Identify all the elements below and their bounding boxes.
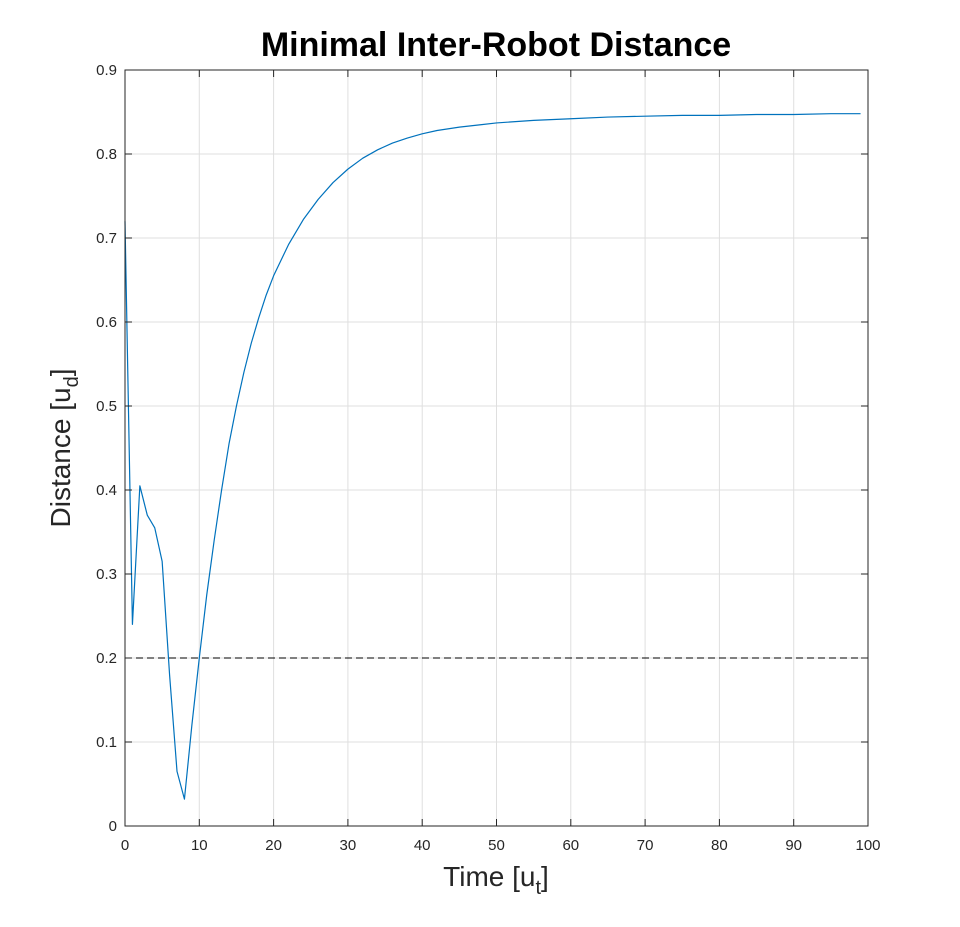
x-axis-label-end: ] <box>541 861 549 892</box>
grid <box>125 70 868 826</box>
x-tick-label: 80 <box>711 837 728 854</box>
y-axis-label-main: Distance [u <box>45 387 76 527</box>
tick-labels: 0 10 20 30 40 50 60 70 80 90 100 0 0.1 0.2 0.3 0.4 0.5 0.… <box>96 62 880 854</box>
x-tick-label: 100 <box>855 837 880 854</box>
x-tick-label: 30 <box>340 837 357 854</box>
x-tick-label: 90 <box>785 837 802 854</box>
x-tick-label: 60 <box>562 837 579 854</box>
x-tick-label: 40 <box>414 837 431 854</box>
y-tick-label: 0.5 <box>96 398 117 415</box>
y-tick-label: 0.8 <box>96 146 117 163</box>
x-axis-label-main: Time [u <box>443 861 535 892</box>
y-tick-label: 0.3 <box>96 566 117 583</box>
y-tick-label: 0.9 <box>96 62 117 79</box>
x-axis-label-subscript: t <box>535 877 541 899</box>
y-tick-label: 0.4 <box>96 482 117 499</box>
x-tick-label: 0 <box>121 837 129 854</box>
y-axis-label-subscript: d <box>61 376 83 387</box>
x-tick-label: 50 <box>488 837 505 854</box>
y-tick-label: 0.1 <box>96 734 117 751</box>
x-tick-label: 10 <box>191 837 208 854</box>
axis-ticks <box>124 69 869 827</box>
chart-title: Minimal Inter-Robot Distance <box>261 26 731 64</box>
y-tick-label: 0.2 <box>96 650 117 667</box>
x-axis-label: Time [ut] <box>443 861 549 899</box>
y-axis-label: Distance [ud] <box>45 369 83 528</box>
y-tick-label: 0.6 <box>96 314 117 331</box>
y-axis-label-end: ] <box>45 369 76 377</box>
series-layer <box>124 113 861 800</box>
y-tick-label: 0 <box>109 818 117 835</box>
x-tick-label: 20 <box>265 837 282 854</box>
y-tick-label: 0.7 <box>96 230 117 247</box>
series-line <box>124 113 861 800</box>
x-tick-label: 70 <box>637 837 654 854</box>
